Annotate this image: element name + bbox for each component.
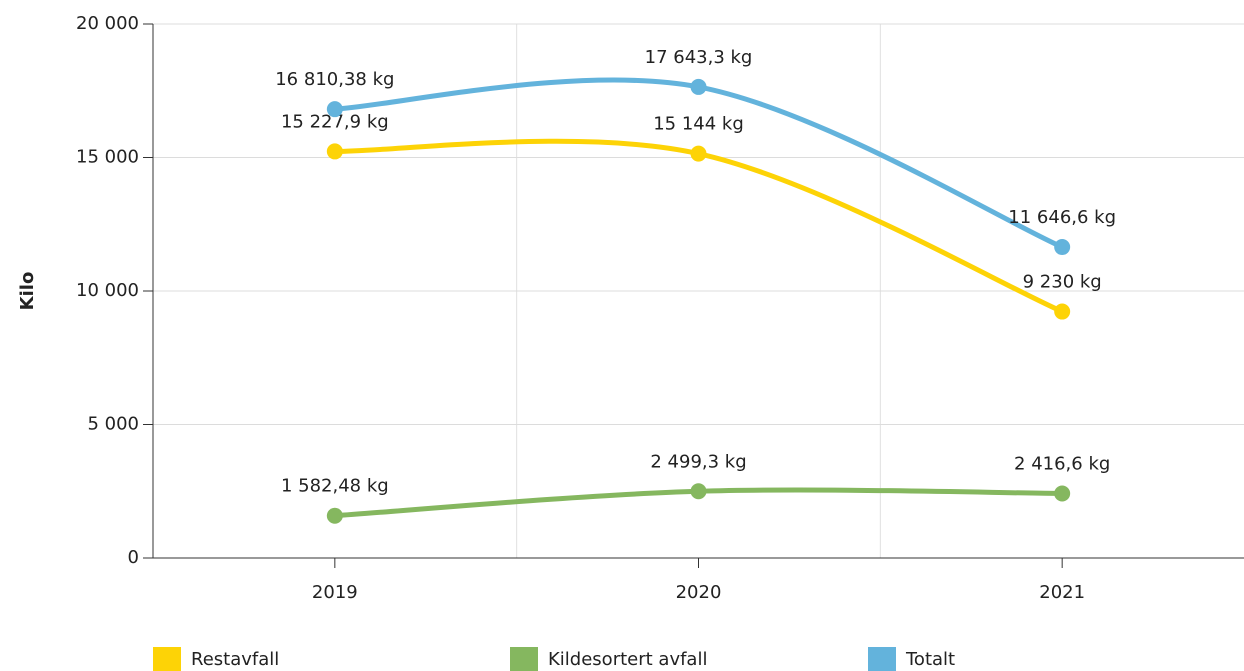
y-axis-label: Kilo: [17, 272, 38, 311]
legend-label: Totalt: [905, 649, 955, 670]
y-tick-label: 10 000: [76, 280, 139, 301]
point: [326, 507, 343, 524]
x-tick-label: 2021: [1039, 582, 1085, 603]
legend-swatch: [510, 647, 538, 671]
legend-swatch: [153, 647, 181, 671]
data-label: 11 646,6 kg: [1008, 207, 1116, 228]
data-label: 15 227,9 kg: [281, 111, 389, 132]
point: [690, 78, 707, 95]
data-label: 2 499,3 kg: [650, 451, 746, 472]
series-line: [334, 138, 1064, 314]
legend-swatch: [868, 647, 896, 671]
legend-label: Restavfall: [191, 649, 279, 670]
x-tick-label: 2019: [312, 582, 358, 603]
y-tick-label: 5 000: [87, 414, 139, 435]
point: [326, 101, 343, 118]
y-tick-label: 20 000: [76, 13, 139, 34]
legend-label: Kildesortert avfall: [548, 649, 707, 670]
point: [1054, 485, 1071, 502]
series-line: [334, 77, 1064, 250]
y-tick-label: 0: [128, 547, 139, 568]
data-label: 1 582,48 kg: [281, 476, 389, 497]
point: [690, 145, 707, 162]
point: [326, 143, 343, 160]
point: [1054, 303, 1071, 320]
y-tick-label: 15 000: [76, 147, 139, 168]
x-tick-label: 2020: [676, 582, 722, 603]
data-label: 15 144 kg: [653, 114, 744, 135]
point: [690, 483, 707, 500]
point: [1054, 239, 1071, 256]
data-label: 2 416,6 kg: [1014, 453, 1110, 474]
data-label: 16 810,38 kg: [275, 69, 394, 90]
data-label: 9 230 kg: [1023, 272, 1102, 293]
data-label: 17 643,3 kg: [645, 47, 753, 68]
